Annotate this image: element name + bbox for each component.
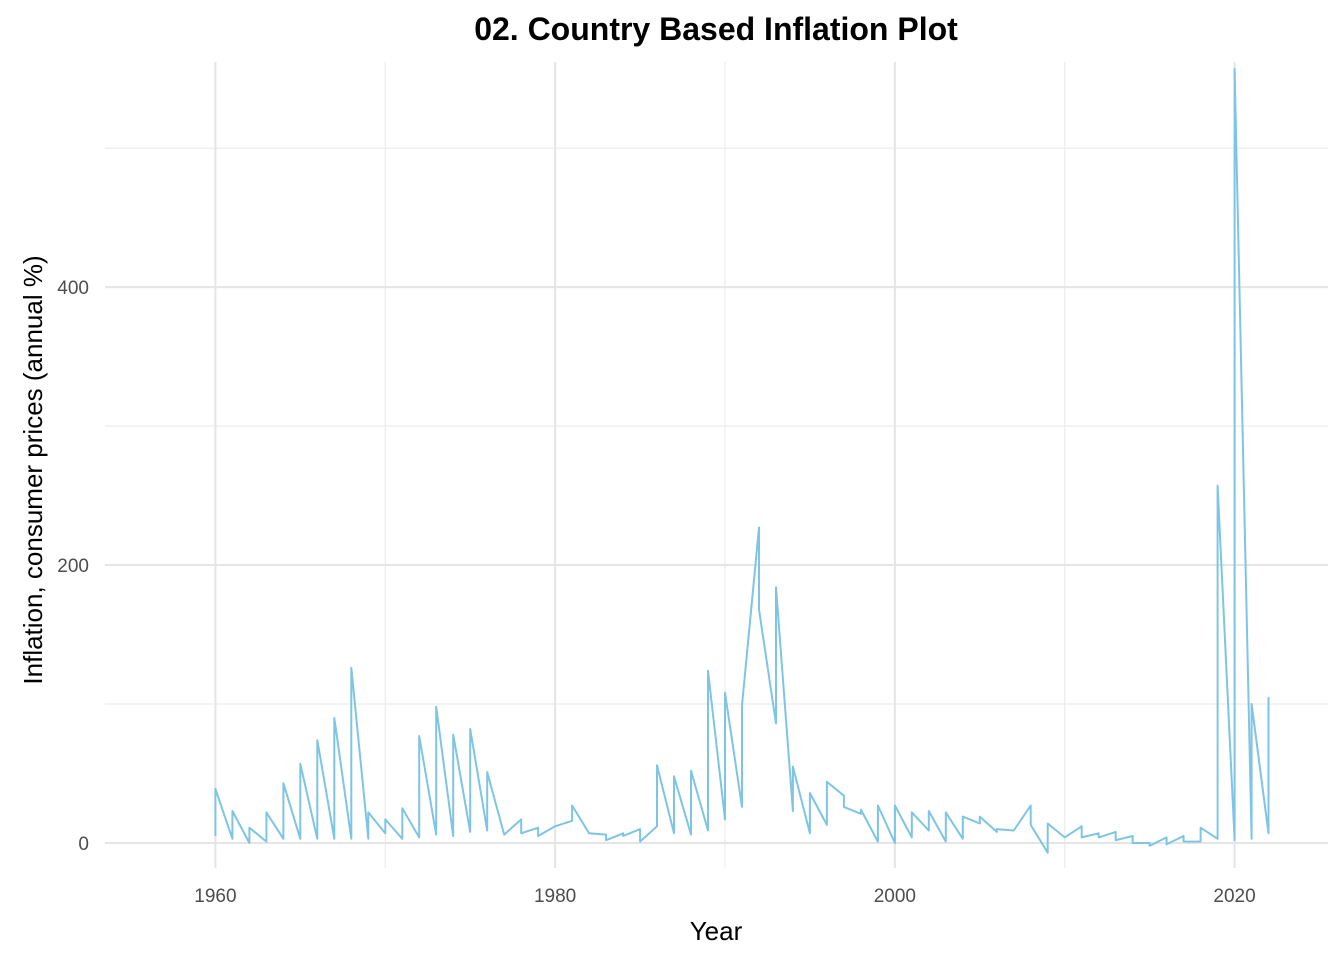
x-tick-label: 1960 bbox=[194, 886, 236, 907]
y-axis-title: Inflation, consumer prices (annual %) bbox=[18, 255, 48, 684]
x-tick-label: 2020 bbox=[1213, 886, 1255, 907]
series-layer bbox=[214, 67, 1270, 854]
x-tick-label: 1980 bbox=[534, 886, 576, 907]
y-tick-label: 0 bbox=[78, 834, 89, 855]
y-tick-label: 200 bbox=[57, 556, 89, 577]
y-tick-label: 400 bbox=[57, 278, 89, 299]
chart-title: 02. Country Based Inflation Plot bbox=[474, 11, 958, 47]
x-tick-label: 2000 bbox=[874, 886, 916, 907]
x-axis-title: Year bbox=[690, 916, 743, 946]
series-line bbox=[214, 67, 1270, 854]
tick-labels: 1960 1980 2000 2020 0 200 400 bbox=[57, 278, 1255, 907]
